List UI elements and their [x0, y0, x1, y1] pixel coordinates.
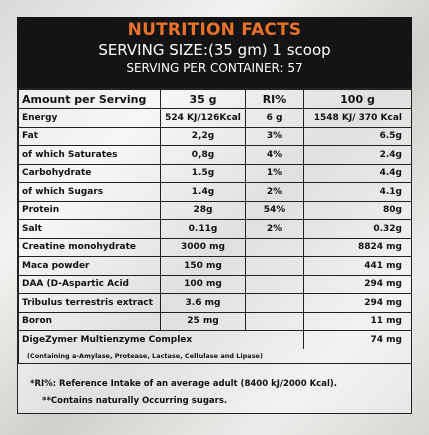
ri-value: 6 g — [245, 108, 304, 128]
ri-value: 2% — [245, 219, 304, 239]
per-serving-value: 3.6 mg — [160, 293, 246, 313]
page-title: NUTRITION FACTS — [127, 20, 302, 40]
table-row: Fat 2,2g 3% 6.5g — [18, 126, 412, 146]
table-row: Salt 0.11g 2% 0.32g — [18, 219, 412, 239]
per-serving-value: 25 mg — [160, 311, 246, 331]
table-row: Protein 28g 54% 80g — [18, 200, 412, 220]
per-serving-value: 28g — [160, 200, 246, 220]
per-serving-value: 3000 mg — [160, 237, 246, 257]
per-100g-value: 4.4g — [303, 163, 412, 183]
nutrient-name: Energy — [18, 108, 161, 128]
ri-value — [245, 293, 304, 313]
nutrient-name: Boron — [18, 311, 161, 331]
table-row-enzyme: DigeZymer Multienzyme Complex 74 mg — [18, 330, 412, 349]
servings-per-container: SERVING PER CONTAINER: 57 — [126, 61, 303, 75]
ri-value: 3% — [245, 126, 304, 146]
ri-value: 1% — [245, 163, 304, 183]
nutrition-header: NUTRITION FACTS SERVING SIZE:(35 gm) 1 s… — [17, 17, 412, 88]
table-row: of which Sugars 1.4g 2% 4.1g — [18, 182, 412, 202]
ri-value — [245, 274, 304, 294]
enzyme-name: DigeZymer Multienzyme Complex — [18, 330, 304, 349]
per-100g-value: 11 mg — [303, 311, 412, 331]
table-row: Energy 524 KJ/126Kcal 6 g 1548 KJ/ 370 Kcal — [18, 108, 412, 128]
per-100g-value: 0.32g — [303, 219, 412, 239]
per-serving-value: 0,8g — [160, 145, 246, 165]
per-100g-value: 80g — [303, 200, 412, 220]
per-serving-value: 1.4g — [160, 182, 246, 202]
per-serving-value: 524 KJ/126Kcal — [160, 108, 246, 128]
table-row: of which Saturates 0,8g 4% 2.4g — [18, 145, 412, 165]
ri-value: 4% — [245, 145, 304, 165]
nutrition-panel: Amount per Serving 35 g RI% 100 g Energy… — [17, 88, 412, 414]
per-100g-value: 6.5g — [303, 126, 412, 146]
nutrient-name: Protein — [18, 200, 161, 220]
footnote-sugars: **Contains naturally Occurring sugars. — [42, 396, 228, 406]
nutrient-name: Fat — [18, 126, 161, 146]
enzyme-per100: 74 mg — [303, 330, 412, 349]
ri-value: 2% — [245, 182, 304, 202]
nutrient-name: Salt — [18, 219, 161, 239]
per-serving-value: 1.5g — [160, 163, 246, 183]
per-serving-value: 150 mg — [160, 256, 246, 276]
ri-value: 54% — [245, 200, 304, 220]
nutrition-table: Amount per Serving 35 g RI% 100 g Energy… — [18, 89, 412, 364]
column-header-per100: 100 g — [303, 89, 412, 109]
ri-value — [245, 256, 304, 276]
table-row: Maca powder 150 mg 441 mg — [18, 256, 412, 276]
table-row: DAA (D-Aspartic Acid 100 mg 294 mg — [18, 274, 412, 294]
ri-value — [245, 237, 304, 257]
per-100g-value: 4.1g — [303, 182, 412, 202]
nutrient-name: DAA (D-Aspartic Acid — [18, 274, 161, 294]
ri-value — [245, 311, 304, 331]
per-100g-value: 294 mg — [303, 293, 412, 313]
table-header-row: Amount per Serving 35 g RI% 100 g — [18, 89, 412, 109]
nutrient-name: Creatine monohydrate — [18, 237, 161, 257]
nutrient-name: Carbohydrate — [18, 163, 161, 183]
column-header-nutrient: Amount per Serving — [18, 89, 161, 109]
column-header-serving: 35 g — [160, 89, 246, 109]
nutrient-name: Tribulus terrestris extract — [18, 293, 161, 313]
table-row: Creatine monohydrate 3000 mg 8824 mg — [18, 237, 412, 257]
nutrient-name: of which Saturates — [18, 145, 161, 165]
nutrient-name: Maca powder — [18, 256, 161, 276]
per-serving-value: 100 mg — [160, 274, 246, 294]
per-serving-value: 2,2g — [160, 126, 246, 146]
table-row: Tribulus terrestris extract 3.6 mg 294 mg — [18, 293, 412, 313]
footnote-ri: *RI%: Reference Intake of an average adu… — [30, 379, 337, 389]
serving-size: SERVING SIZE:(35 gm) 1 scoop — [98, 41, 331, 59]
table-row: Boron 25 mg 11 mg — [18, 311, 412, 331]
per-100g-value: 441 mg — [303, 256, 412, 276]
table-row: Carbohydrate 1.5g 1% 4.4g — [18, 163, 412, 183]
per-serving-value: 0.11g — [160, 219, 246, 239]
per-100g-value: 294 mg — [303, 274, 412, 294]
enzyme-note: (Containing a-Amylase, Protease, Lactase… — [18, 349, 412, 364]
per-100g-value: 2.4g — [303, 145, 412, 165]
column-header-ri: RI% — [245, 89, 304, 109]
table-row-enzyme-note: (Containing a-Amylase, Protease, Lactase… — [18, 349, 412, 364]
nutrient-name: of which Sugars — [18, 182, 161, 202]
per-100g-value: 8824 mg — [303, 237, 412, 257]
per-100g-value: 1548 KJ/ 370 Kcal — [303, 108, 412, 128]
